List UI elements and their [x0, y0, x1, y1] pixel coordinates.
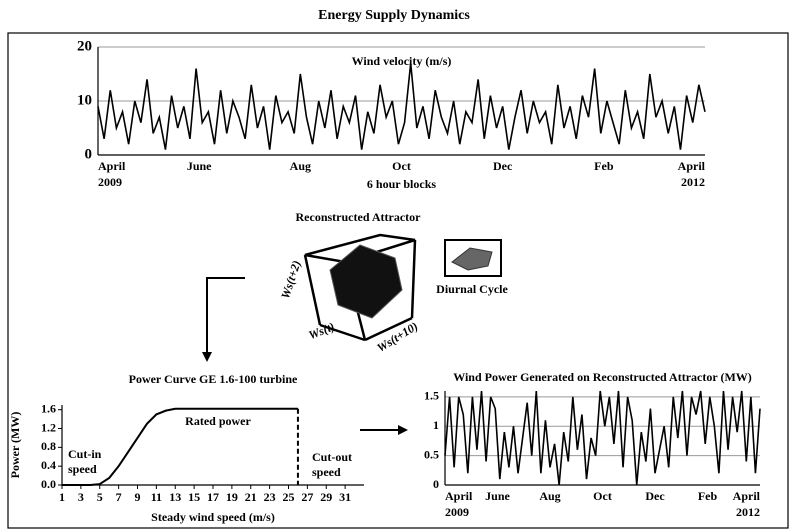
x-tick-label: Feb [698, 489, 718, 503]
y-tick-label: 0.4 [41, 458, 56, 472]
year-label: 2012 [681, 175, 705, 189]
cube-edge [303, 254, 322, 326]
y-axis-label: Power (MW) [8, 412, 22, 479]
attractor-blob [329, 244, 403, 319]
y-tick-label: 1.6 [41, 401, 56, 415]
x-tick-label: Aug [539, 489, 560, 503]
y-tick-label: 0 [85, 146, 93, 162]
annotation: Cut-in [68, 447, 102, 461]
annotation: Cut-out [312, 450, 352, 464]
x-tick-label: 15 [188, 490, 200, 504]
x-tick-label: 5 [97, 490, 103, 504]
x-tick-label: 29 [320, 490, 332, 504]
x-tick-label: 21 [245, 490, 257, 504]
axis-label: Ws(t+2) [278, 259, 304, 301]
arrowhead [202, 352, 212, 362]
x-tick-label: 11 [151, 490, 162, 504]
attractor [202, 233, 502, 435]
x-tick-label: Oct [392, 159, 411, 173]
x-tick-label: April [98, 159, 126, 173]
cube-edge [364, 316, 413, 342]
y-tick-label: 1.5 [424, 389, 439, 403]
y-tick-label: 20 [77, 38, 92, 54]
axis-label: Ws(t) [307, 319, 337, 342]
x-tick-label: 31 [339, 490, 351, 504]
x-tick-label: 3 [78, 490, 84, 504]
y-tick-label: 0.8 [41, 439, 56, 453]
year-label: 2009 [98, 175, 122, 189]
annotation: Rated power [185, 414, 251, 428]
x-tick-label: Feb [594, 159, 614, 173]
x-tick-label: June [485, 489, 510, 503]
x-tick-label: Dec [493, 159, 513, 173]
y-tick-label: 0 [433, 477, 439, 491]
x-tick-label: 7 [116, 490, 122, 504]
frame [7, 32, 789, 529]
x-tick-label: April [733, 489, 761, 503]
x-tick-label: 17 [207, 490, 219, 504]
y-tick-label: 0.0 [41, 477, 56, 491]
y-tick-label: 1 [433, 418, 439, 432]
arrowhead [398, 425, 408, 435]
x-tick-label: 27 [301, 490, 313, 504]
x-tick-label: Oct [593, 489, 612, 503]
cube-edge [319, 323, 366, 342]
chart-title: Power Curve GE 1.6-100 turbine [129, 372, 298, 386]
y-tick-label: 10 [77, 92, 92, 108]
arrow [206, 277, 245, 355]
x-tick-label: 25 [283, 490, 295, 504]
x-tick-label: Dec [645, 489, 665, 503]
chart-title: Wind velocity (m/s) [352, 54, 452, 68]
x-tick-label: 9 [135, 490, 141, 504]
x-tick-label: 1 [59, 490, 65, 504]
x-tick-label: 19 [226, 490, 238, 504]
year-label: 2012 [736, 505, 760, 519]
x-tick-label: Aug [290, 159, 311, 173]
diurnal-cycle [451, 247, 493, 271]
annotation: speed [68, 462, 97, 476]
x-tick-label: April [678, 159, 706, 173]
chart-title: Wind Power Generated on Reconstructed At… [453, 370, 752, 384]
inset-box [444, 239, 502, 277]
x-tick-label: June [187, 159, 212, 173]
x-tick-label: 13 [169, 490, 181, 504]
y-tick-label: 1.2 [41, 420, 56, 434]
x-axis-label: Steady wind speed (m/s) [151, 510, 275, 524]
data-line [62, 407, 298, 486]
x-tick-label: April [445, 489, 473, 503]
annotation: speed [312, 465, 341, 479]
data-line [444, 390, 761, 486]
x-axis-label: 6 hour blocks [367, 177, 436, 191]
figure-title: Energy Supply Dynamics [318, 8, 470, 23]
y-tick-label: 0.5 [424, 447, 439, 461]
cube-edge [410, 239, 417, 319]
data-line [97, 63, 706, 150]
inset-label: Diurnal Cycle [436, 282, 508, 296]
year-label: 2009 [445, 505, 469, 519]
x-tick-label: 23 [264, 490, 276, 504]
diagram-title: Reconstructed Attractor [296, 210, 422, 224]
